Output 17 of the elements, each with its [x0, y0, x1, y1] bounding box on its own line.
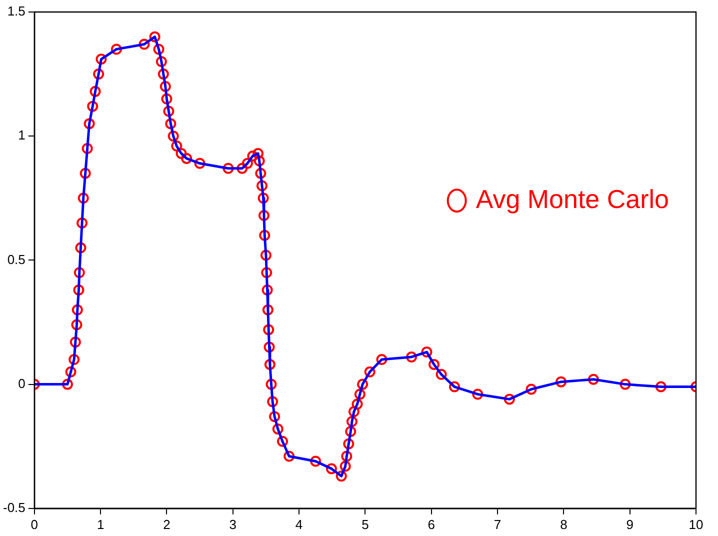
- x-tick-label: 6: [428, 516, 435, 532]
- x-tick-label: 10: [688, 516, 704, 532]
- y-tick-label: 0.5: [7, 252, 26, 267]
- x-tick-label: 0: [30, 516, 38, 532]
- y-tick-label: 0: [18, 376, 26, 391]
- x-tick-label: 8: [560, 516, 568, 532]
- x-tick-label: 1: [96, 516, 104, 532]
- x-tick-label: 4: [295, 516, 303, 532]
- x-tick-label: 7: [494, 516, 502, 532]
- x-tick-label: 3: [229, 516, 236, 532]
- y-tick-label: -0.5: [2, 500, 26, 515]
- x-tick-label: 5: [362, 516, 369, 532]
- y-tick-label: 1: [18, 128, 26, 143]
- x-tick-label: 2: [163, 516, 170, 532]
- x-tick-label: 9: [626, 516, 634, 532]
- y-tick-label: 1.5: [7, 4, 26, 19]
- legend-label: Avg Monte Carlo: [476, 184, 669, 214]
